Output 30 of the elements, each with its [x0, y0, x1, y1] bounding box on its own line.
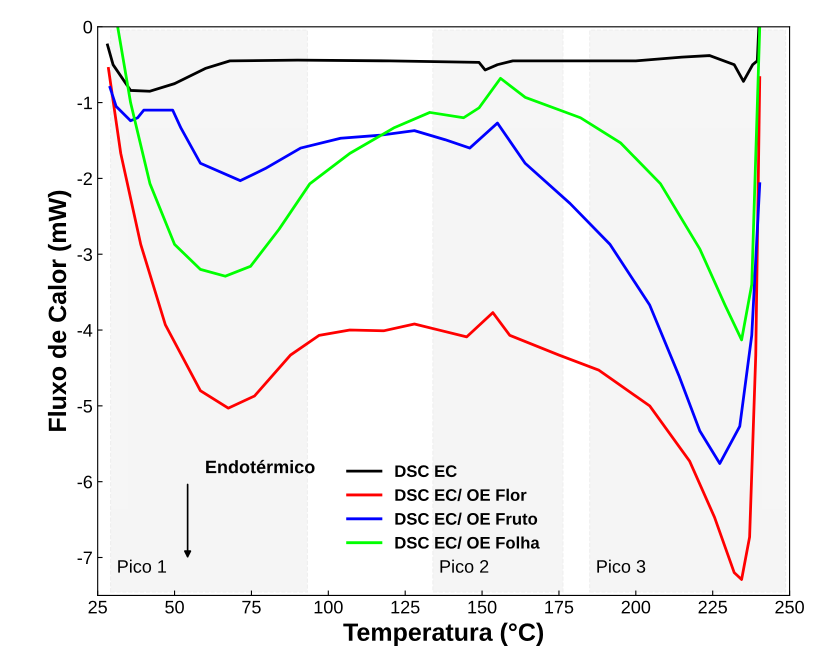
y-axis-title: Fluxo de Calor (mW) — [48, 190, 72, 431]
x-tick-label: 125 — [392, 600, 420, 614]
x-tick-label: 100 — [314, 600, 343, 614]
legend-label: DSC EC/ OE Flor — [395, 488, 526, 502]
x-tick-label: 200 — [622, 600, 650, 614]
legend-label: DSC EC — [395, 465, 457, 478]
y-tick-label: -7 — [78, 552, 92, 564]
y-tick-label: -6 — [78, 476, 92, 488]
y-tick-label: -1 — [78, 96, 92, 110]
x-tick-label: 75 — [242, 600, 261, 614]
x-tick-label: 225 — [698, 600, 728, 614]
band-label: Pico 2 — [440, 560, 488, 573]
band-label: Pico 3 — [597, 560, 646, 573]
x-tick-label: 150 — [468, 600, 496, 614]
x-axis-title: Temperatura (°C) — [343, 622, 544, 646]
legend-label: DSC EC/ OE Fruto — [395, 512, 538, 525]
band-label: Pico 1 — [118, 560, 166, 573]
x-tick-label: 175 — [545, 600, 574, 614]
y-tick-label: -3 — [78, 248, 92, 261]
y-tick-label: 0 — [83, 20, 92, 34]
y-tick-label: -5 — [78, 400, 92, 413]
legend-label: DSC EC/ OE Folha — [395, 536, 540, 549]
y-tick-label: -2 — [78, 172, 92, 185]
x-tick-label: 25 — [88, 600, 107, 614]
annotation: Endotérmico — [206, 460, 315, 474]
line-series — [116, 26, 762, 342]
y-tick-label: -4 — [78, 324, 92, 337]
x-tick-label: 50 — [165, 600, 184, 614]
line-series — [107, 67, 762, 581]
x-tick-label: 250 — [775, 600, 804, 614]
